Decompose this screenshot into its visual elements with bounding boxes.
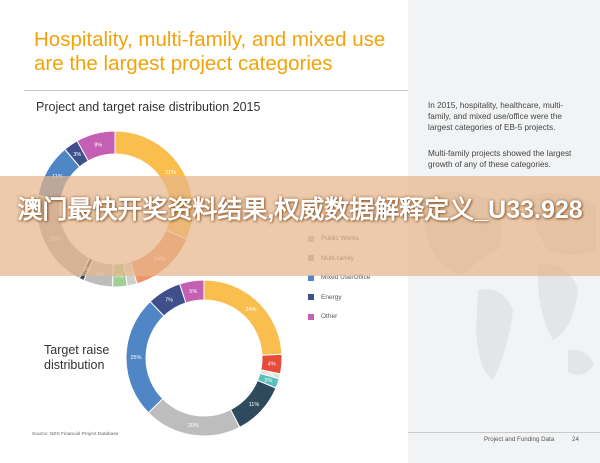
slice-value-label: 8% [94, 143, 102, 149]
watermark-banner [0, 176, 600, 276]
legend-item: Energy [308, 288, 370, 308]
legend-swatch-icon [308, 274, 314, 281]
page-headline: Hospitality, multi-family, and mixed use… [34, 28, 386, 75]
slice-value-label: 5% [189, 289, 197, 295]
legend-label: Mixed Use/Office [321, 274, 371, 282]
legend-swatch-icon [308, 294, 314, 301]
side-note-2: Multi-family projects showed the largest… [428, 149, 572, 170]
page-number: 24 [572, 436, 579, 443]
slice-value-label: 4% [268, 361, 276, 367]
slice-value-label: 1% [266, 372, 274, 378]
side-note-1: In 2015, hospitality, healthcare, multi-… [428, 101, 564, 133]
donut-slice [203, 279, 283, 356]
slice-value-label: 20% [188, 423, 199, 429]
slice-value-label: 2% [264, 378, 272, 384]
legend-item: Other [308, 307, 370, 327]
slice-value-label: 7% [165, 298, 173, 304]
legend-label: Energy [321, 293, 342, 301]
footer-divider [408, 432, 600, 433]
slice-value-label: 24% [245, 307, 256, 313]
donut-slice [147, 397, 241, 437]
chart-subtitle: Project and target raise distribution 20… [36, 100, 261, 114]
legend-swatch-icon [308, 313, 314, 320]
slice-value-label: 31% [165, 170, 176, 176]
target-raise-label: Target raise distribution [44, 343, 110, 372]
source-note: Source: NES Financial Project Database [32, 432, 119, 437]
watermark-text: 澳门最快开奖资料结果,权威数据解释定义_U33.928 [17, 196, 583, 224]
donut-slice [76, 130, 116, 162]
divider [24, 90, 408, 91]
slice-value-label: 11% [249, 402, 260, 408]
slice-value-label: 25% [131, 355, 142, 361]
legend-item: Mixed Use/Office [308, 268, 370, 288]
legend-label: Other [321, 313, 338, 321]
donut-slice [179, 279, 205, 304]
target-raise-donut: 24% 4% 1%2% 11% 20% 25% 7% 5% [125, 279, 283, 437]
slice-value-label: 3% [73, 152, 81, 158]
slice-value-label: 3% [115, 273, 123, 279]
footer-title: Project and Funding Data [484, 436, 555, 443]
